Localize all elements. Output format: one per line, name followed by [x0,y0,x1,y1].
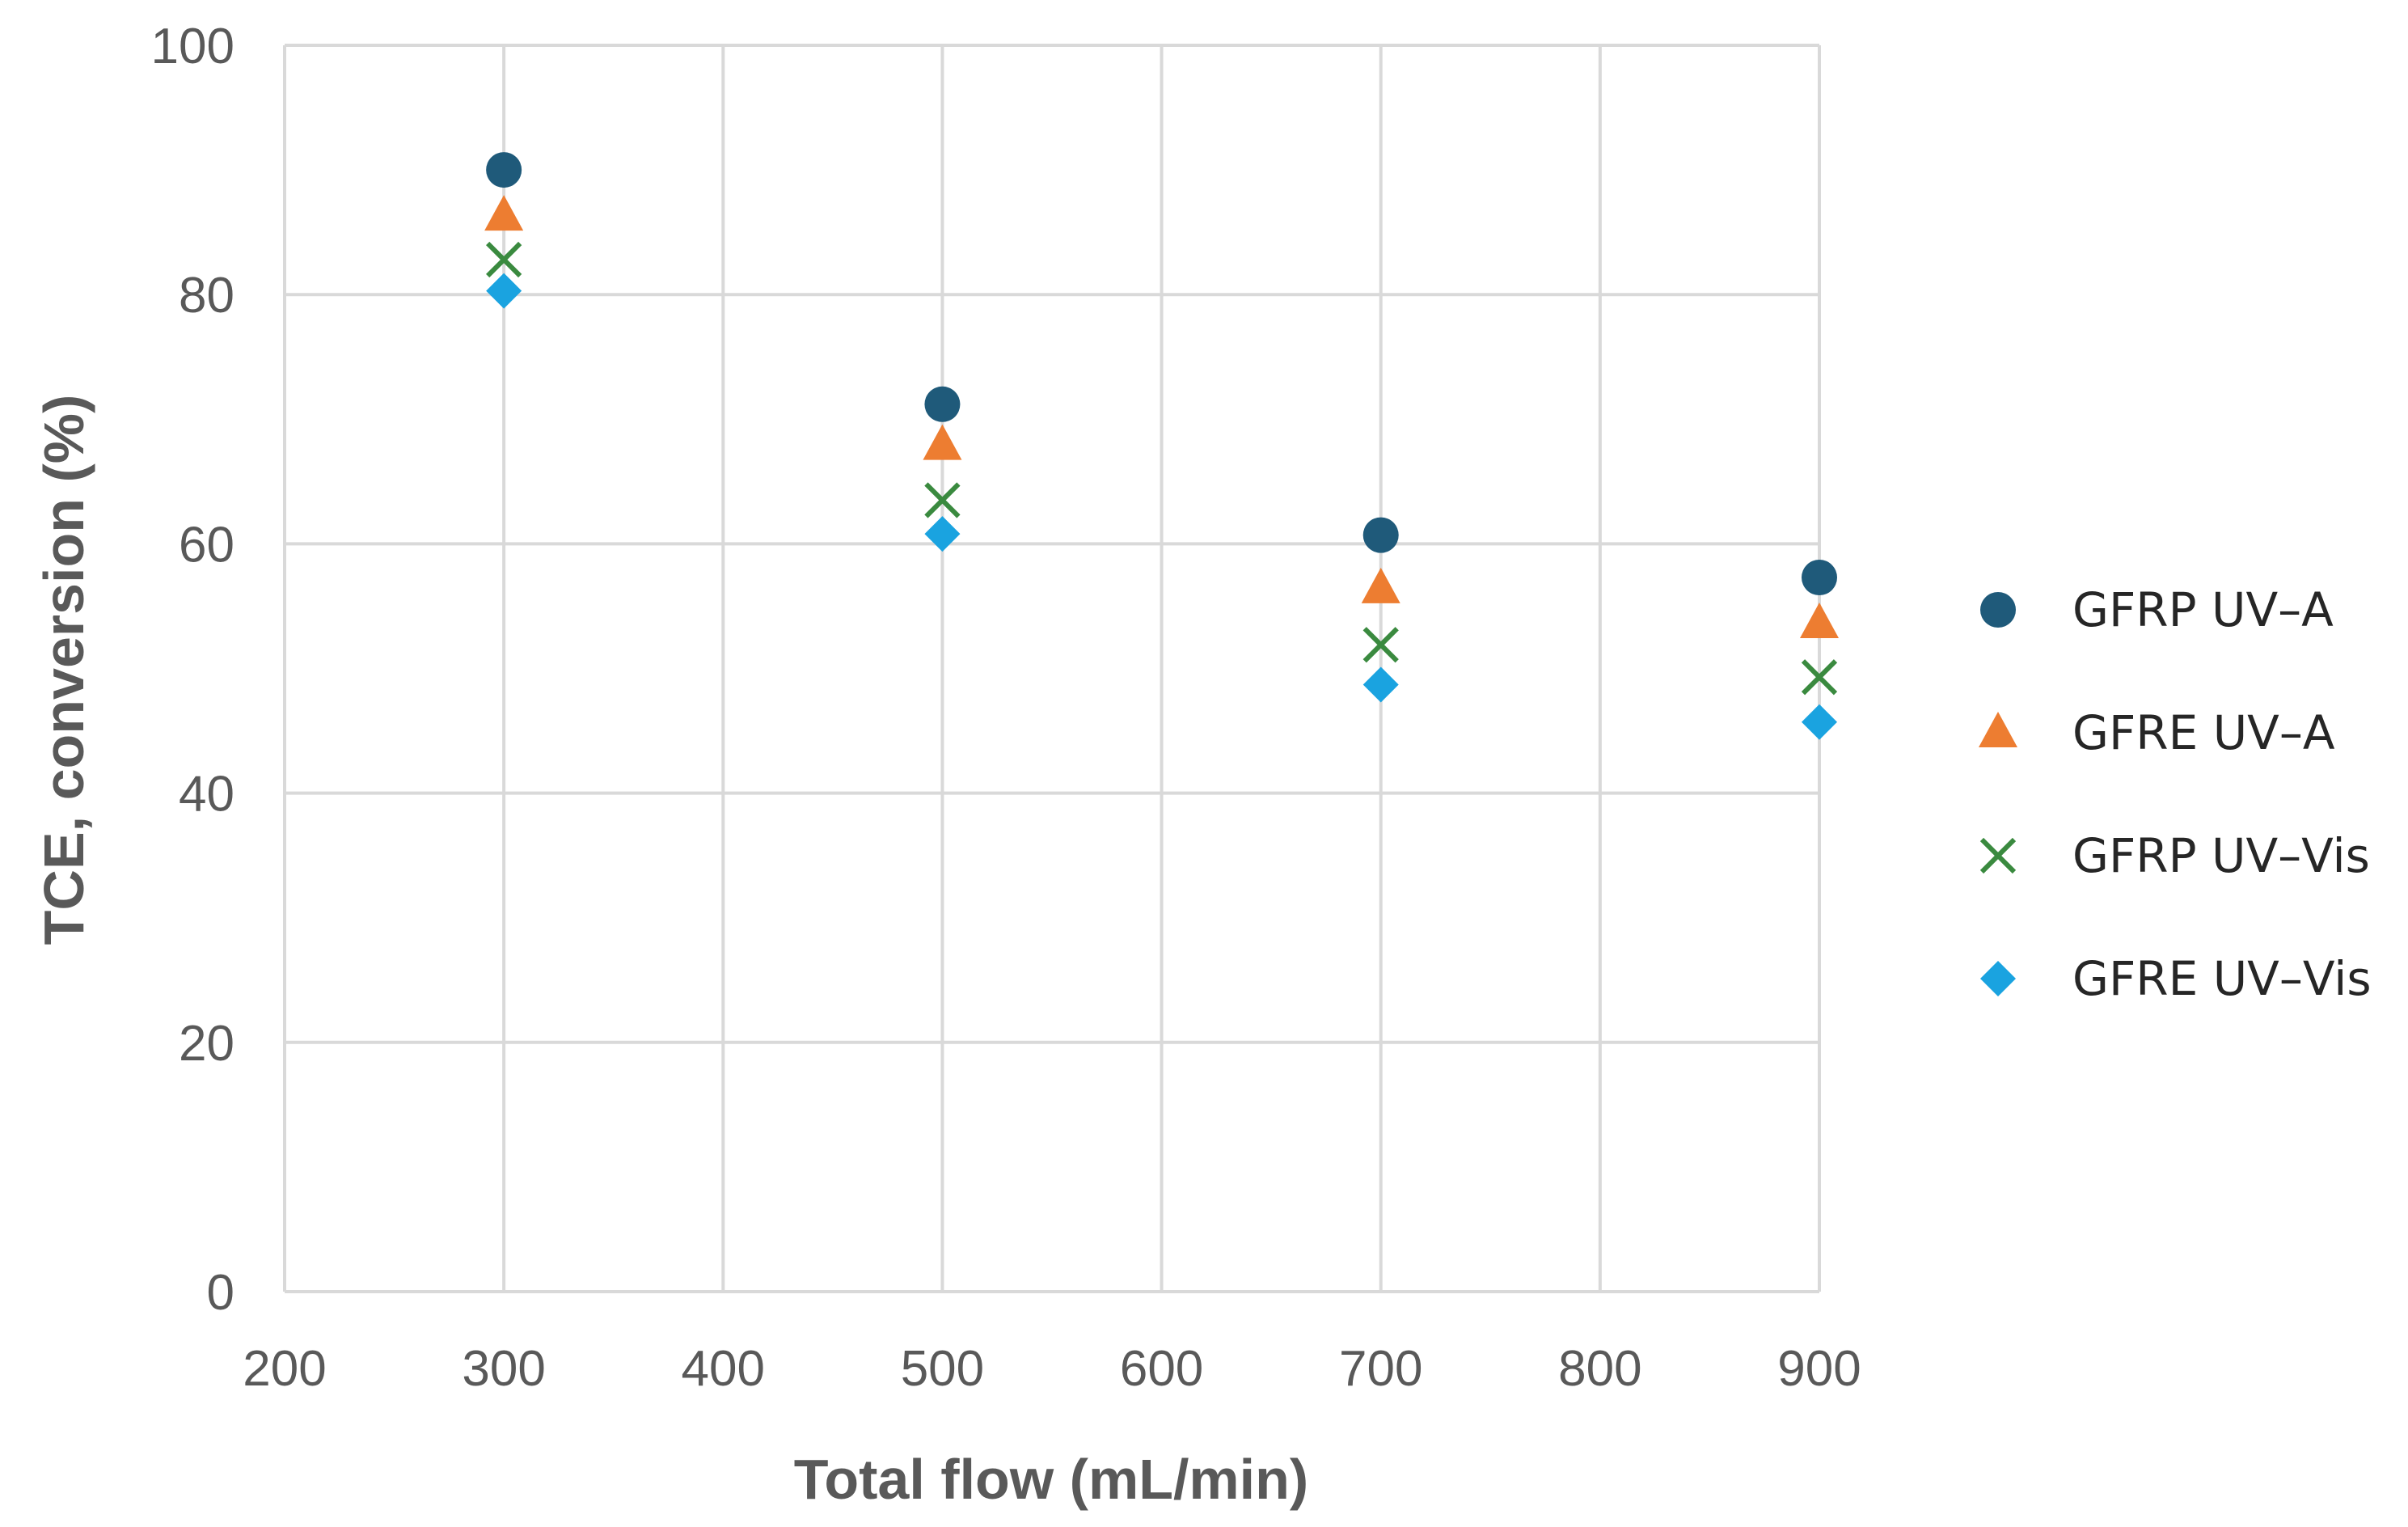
x-axis-title: Total flow (mL/min) [794,1448,1308,1511]
y-axis-tick-labels: 0 20 40 60 80 100 [151,19,234,1321]
y-tick-label: 20 [179,1016,234,1072]
legend-label: GFRE UV–A [2072,705,2335,760]
legend-label: GFRP UV–Vis [2072,828,2370,883]
legend-item: GFRE UV–A [1979,705,2335,760]
data-point-diamond [924,516,961,552]
x-tick-label: 200 [243,1341,326,1397]
x-tick-label: 700 [1339,1341,1422,1397]
x-tick-label: 500 [901,1341,984,1397]
data-point-x [924,482,961,518]
data-points [484,152,1839,740]
x-axis-tick-labels: 200 300 400 500 600 700 800 900 [243,1341,1861,1397]
legend: GFRP UV–A GFRE UV–A GFRP UV–Vis GFRE UV–Vis [1979,582,2372,1006]
data-point-diamond [1802,704,1837,740]
data-point-circle [1362,517,1399,553]
data-point-x [1801,659,1838,696]
data-point-triangle [484,195,524,231]
x-tick-label: 300 [462,1341,545,1397]
x-tick-label: 800 [1558,1341,1641,1397]
y-axis-title: TCE, conversion (%) [32,395,95,945]
data-point-diamond [1362,666,1399,703]
data-point-circle [1802,560,1837,596]
data-point-triangle [1800,603,1839,639]
data-point-triangle [923,424,962,460]
data-point-circle [486,152,522,188]
y-tick-label: 80 [179,268,234,324]
legend-marker-x [1979,837,2017,874]
legend-marker-circle [1980,592,2016,628]
data-point-x [486,241,522,278]
y-tick-label: 100 [151,19,234,74]
legend-marker-triangle [1979,712,2017,747]
legend-item: GFRP UV–A [1980,582,2334,637]
legend-label: GFRE UV–Vis [2072,951,2372,1006]
y-tick-label: 40 [179,767,234,823]
data-point-diamond [486,273,522,309]
legend-item: GFRE UV–Vis [1980,951,2372,1006]
legend-item: GFRP UV–Vis [1979,828,2370,883]
legend-label: GFRP UV–A [2072,582,2334,637]
x-tick-label: 900 [1777,1341,1861,1397]
legend-marker-diamond [1980,961,2016,996]
data-point-triangle [1361,567,1400,603]
y-tick-label: 0 [207,1265,234,1321]
y-tick-label: 60 [179,517,234,573]
x-tick-label: 600 [1120,1341,1203,1397]
data-point-circle [924,386,961,422]
x-tick-label: 400 [682,1341,765,1397]
gridlines [283,44,1821,1293]
data-point-x [1362,627,1399,663]
